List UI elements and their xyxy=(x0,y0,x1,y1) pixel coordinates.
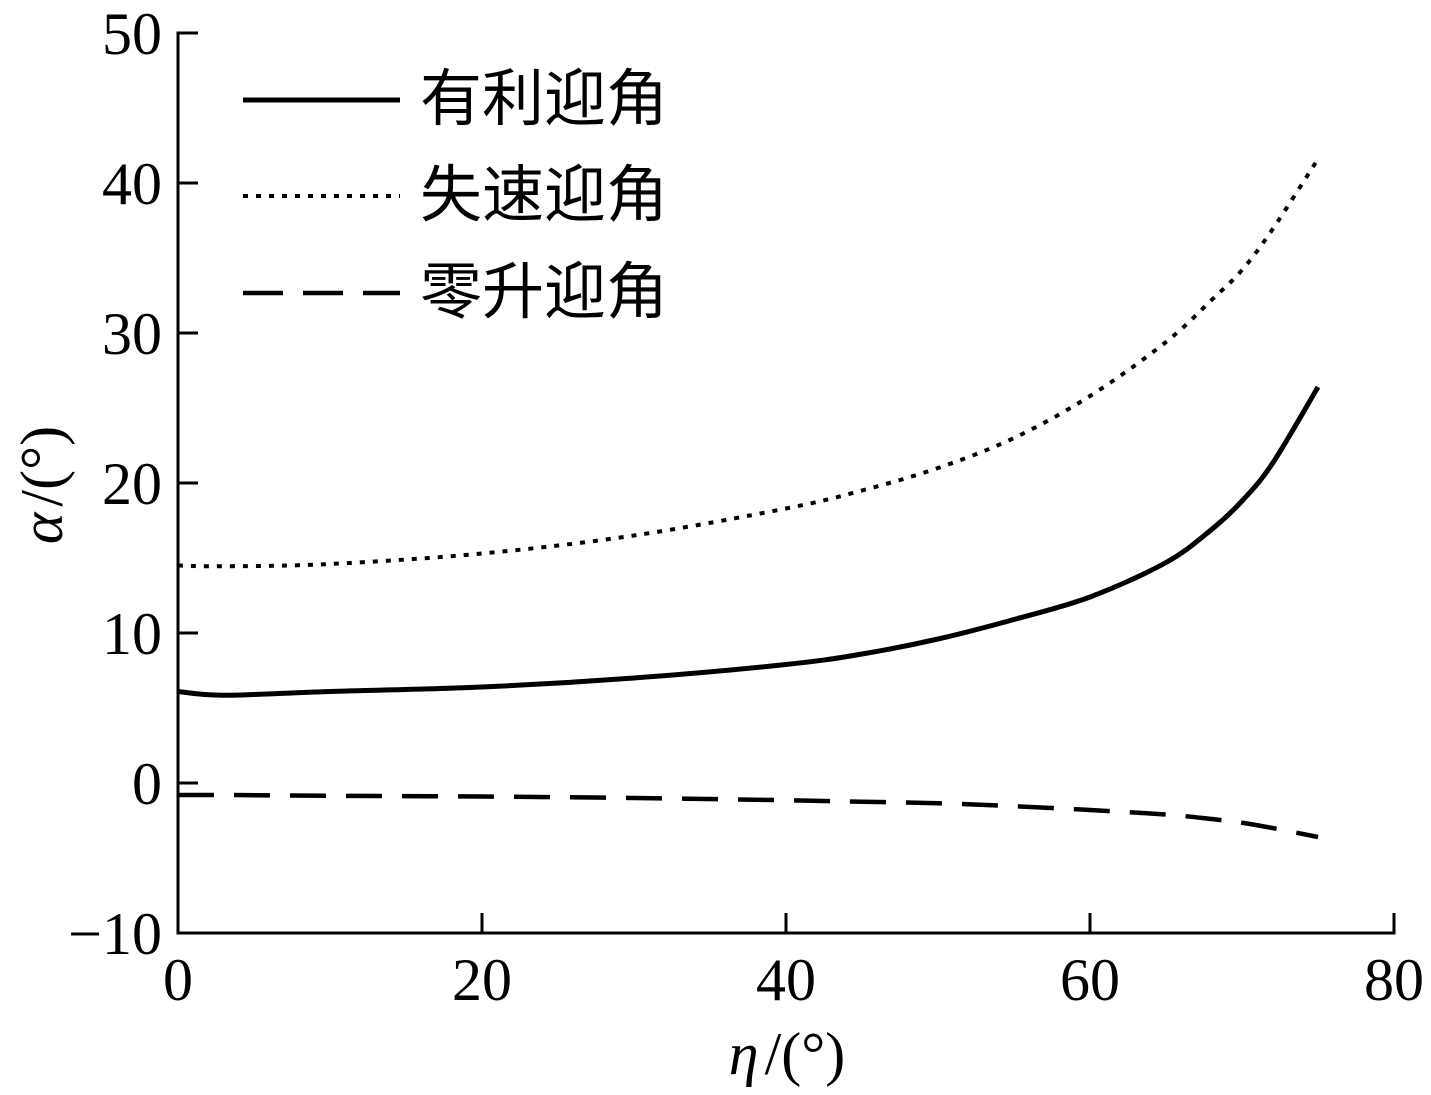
y-tick-label: 0 xyxy=(132,751,162,817)
y-tick-label: 20 xyxy=(102,451,162,517)
x-tick-label: 80 xyxy=(1364,947,1424,1013)
y-tick-label: 10 xyxy=(102,601,162,667)
legend-item-zero-lift-angle: 零升迎角 xyxy=(243,259,668,327)
series-line-favorable-angle xyxy=(177,385,1321,698)
series-line-zero-lift-angle xyxy=(177,792,1319,840)
x-ticks: 0 20 40 60 80 xyxy=(163,913,1424,1013)
y-axis-label: α/(°) xyxy=(9,426,75,544)
x-tick-label: 40 xyxy=(756,947,816,1013)
legend-label: 有利迎角 xyxy=(420,66,668,134)
series-line-stall-angle xyxy=(177,157,1320,569)
legend-label: 失速迎角 xyxy=(420,162,668,230)
legend-item-stall-angle: 失速迎角 xyxy=(243,162,668,230)
plot-series xyxy=(177,157,1321,840)
y-tick-label: 50 xyxy=(102,1,162,67)
x-tick-label: 20 xyxy=(452,947,512,1013)
y-ticks: −10 0 10 20 30 40 50 xyxy=(68,1,198,967)
x-tick-label: 60 xyxy=(1060,947,1120,1013)
x-axis-label: η/(°) xyxy=(729,1021,845,1087)
legend-item-favorable-angle: 有利迎角 xyxy=(243,66,668,134)
y-tick-label: 30 xyxy=(102,301,162,367)
legend-label: 零升迎角 xyxy=(420,259,668,327)
x-tick-label: 0 xyxy=(163,947,193,1013)
y-tick-label: −10 xyxy=(68,901,162,967)
y-tick-label: 40 xyxy=(102,151,162,217)
